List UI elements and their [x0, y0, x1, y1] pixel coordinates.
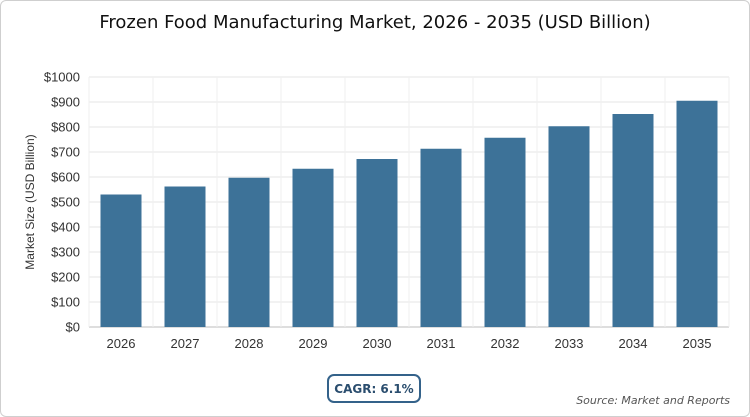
y-axis-label: Market Size (USD Billion): [23, 134, 37, 269]
bar-2026: [100, 194, 142, 327]
y-tick-label: $1000: [44, 70, 80, 85]
x-tick-label: 2027: [171, 336, 200, 351]
bars: [100, 100, 718, 327]
chart-title: Frozen Food Manufacturing Market, 2026 -…: [99, 12, 651, 33]
y-tick-label: $500: [51, 195, 80, 210]
y-tick-label: $900: [51, 95, 80, 110]
x-tick-label: 2033: [555, 336, 584, 351]
x-tick-label: 2029: [299, 336, 328, 351]
y-tick-label: $0: [66, 320, 80, 335]
bar-2035: [676, 100, 718, 327]
bar-2033: [548, 126, 590, 327]
source-label: Source: Market and Reports: [576, 394, 730, 407]
bar-2031: [420, 148, 462, 327]
y-tick-label: $800: [51, 120, 80, 135]
cagr-badge: CAGR: 6.1%: [327, 374, 421, 403]
x-tick-label: 2035: [683, 336, 712, 351]
x-tick-label: 2034: [619, 336, 648, 351]
x-tick-label: 2031: [427, 336, 456, 351]
x-tick-label: 2026: [107, 336, 136, 351]
x-tick-label: 2030: [363, 336, 392, 351]
y-tick-label: $400: [51, 220, 80, 235]
bar-2029: [292, 168, 334, 327]
y-tick-label: $700: [51, 145, 80, 160]
y-tick-label: $200: [51, 270, 80, 285]
x-axis-ticks: 2026 2027 2028 2029 2030 2031 2032 2033 2034 2035: [107, 336, 712, 351]
y-tick-label: $100: [51, 295, 80, 310]
y-tick-label: $300: [51, 245, 80, 260]
bar-2027: [164, 186, 206, 327]
y-tick-label: $600: [51, 170, 80, 185]
y-axis-ticks: $0 $100 $200 $300 $400 $500 $600 $700 $800 $900 $1…: [44, 70, 80, 335]
x-tick-label: 2028: [235, 336, 264, 351]
bar-2034: [612, 114, 654, 327]
bar-2030: [356, 159, 398, 327]
bar-2032: [484, 137, 526, 327]
x-tick-label: 2032: [491, 336, 520, 351]
bar-2028: [228, 177, 270, 327]
